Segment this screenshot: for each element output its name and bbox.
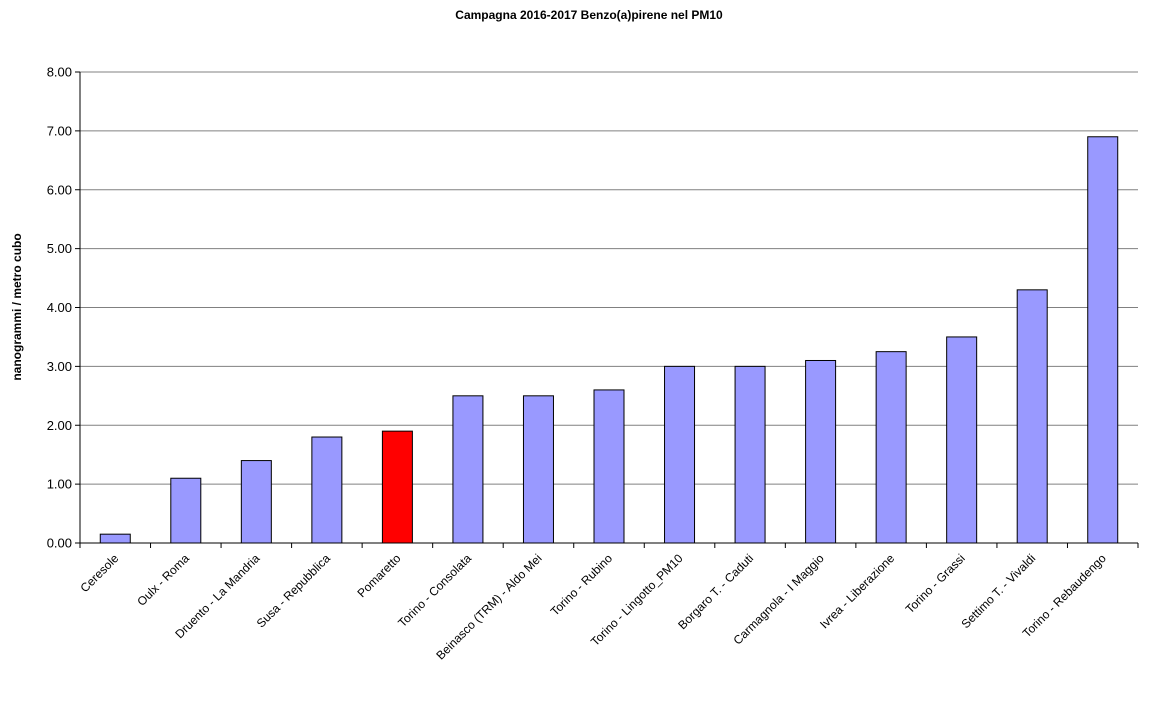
x-tick-label: Borgaro T. - Caduti [675,551,756,632]
bar-druento-la-mandria [240,460,272,544]
x-tick-label: Ivrea - Liberazione [817,551,897,631]
y-tick-label: 3.00 [47,359,72,374]
bar-susa-repubblica [311,436,343,544]
y-axis-label: nanogrammi / metro cubo [10,233,24,380]
y-tick-label: 7.00 [47,123,72,138]
x-tick-label: Ceresole [78,551,122,595]
bars [99,136,1119,544]
bar-torino-rebaudengo [1087,136,1119,544]
bar-beinasco-trm-aldo-mei [522,395,554,544]
y-tick-label: 6.00 [47,182,72,197]
bar-torino-grassi [946,336,978,544]
bar-settimo-t-vivaldi [1016,289,1048,544]
bar-torino-rubino [593,389,625,544]
y-tick-label: 8.00 [47,65,72,80]
y-tick-label: 0.00 [47,536,72,551]
bar-pomaretto [381,430,413,544]
bar-torino-consolata [452,395,484,544]
bar-torino-lingotto-pm10 [664,365,696,544]
y-tick-label: 1.00 [47,477,72,492]
gridlines [80,71,1138,485]
x-tick-label: Pomaretto [354,551,403,600]
bar-oulx-roma [170,477,202,544]
x-tick-label: Settimo T. - Vivaldi [958,551,1038,631]
y-axis-ticks: 0.00 1.00 2.00 3.00 4.00 5.00 6.00 7.00 8.00 [47,65,80,551]
axes [79,72,1138,544]
x-tick-label: Oulx - Roma [134,551,192,609]
bar-ceresole [99,533,131,544]
y-tick-label: 2.00 [47,418,72,433]
bar-borgaro-t-caduti [734,365,766,544]
x-tick-label: Torino - Consolata [395,551,474,630]
y-tick-label: 4.00 [47,300,72,315]
bar-ivrea-liberazione [875,351,907,544]
y-tick-label: 5.00 [47,241,72,256]
x-tick-label: Torino - Grassi [903,551,968,616]
bar-carmagnola-i-maggio [805,359,837,544]
x-tick-label: Susa - Repubblica [254,551,333,630]
chart-title: Campagna 2016-2017 Benzo(a)pirene nel PM… [455,8,723,22]
x-tick-label: Torino - Rubino [548,551,616,619]
